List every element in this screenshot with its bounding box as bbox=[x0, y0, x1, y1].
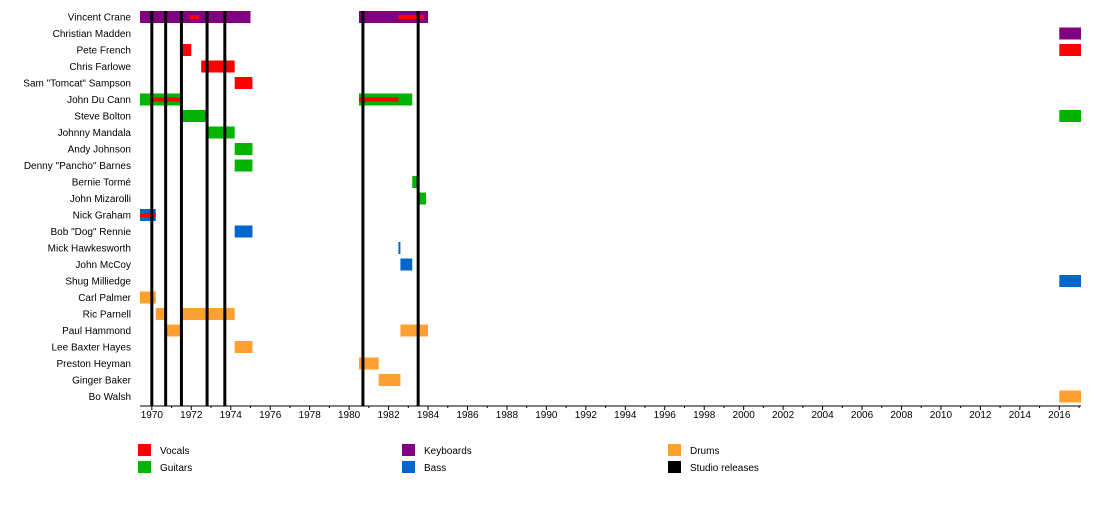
member-labels: Vincent Crane Christian Madden Pete French… bbox=[23, 13, 131, 404]
membership-bar bbox=[358, 11, 429, 23]
member-name: Denny "Pancho" Barnes bbox=[24, 161, 131, 172]
legend-swatch bbox=[138, 444, 151, 456]
bars-layer bbox=[140, 11, 1081, 403]
membership-bar bbox=[234, 341, 253, 353]
legend-label: Bass bbox=[424, 463, 446, 474]
member-name: Pete French bbox=[77, 46, 131, 57]
x-tick-label: 2016 bbox=[1048, 410, 1071, 421]
membership-bar bbox=[1059, 390, 1081, 403]
x-tick-label: 1988 bbox=[496, 410, 519, 421]
x-tick-label: 1992 bbox=[575, 410, 598, 421]
membership-bar bbox=[1059, 44, 1081, 56]
legend-label: Vocals bbox=[160, 446, 189, 457]
legend-label: Guitars bbox=[160, 463, 192, 474]
member-name: John Du Cann bbox=[67, 95, 131, 106]
member-name: John Mizarolli bbox=[70, 194, 131, 205]
membership-bar bbox=[234, 225, 253, 238]
secondary-role-bar bbox=[398, 15, 425, 19]
x-tick-label: 1990 bbox=[535, 410, 558, 421]
legend-swatch bbox=[668, 461, 681, 473]
x-tick-label: 1978 bbox=[299, 410, 322, 421]
x-tick-label: 1980 bbox=[338, 410, 361, 421]
member-name: Ric Parnell bbox=[83, 310, 131, 321]
secondary-role-bar bbox=[153, 97, 182, 102]
legend-swatch bbox=[138, 461, 151, 473]
x-tick-label: 1996 bbox=[654, 410, 677, 421]
membership-bar bbox=[1059, 27, 1081, 40]
membership-bar bbox=[400, 258, 413, 271]
legend-swatch bbox=[402, 444, 415, 456]
x-tick-label: 2014 bbox=[1009, 410, 1032, 421]
x-tick-label: 1970 bbox=[141, 410, 164, 421]
x-tick-label: 1986 bbox=[456, 410, 479, 421]
member-name: Carl Palmer bbox=[78, 293, 131, 304]
member-name: Sam "Tomcat" Sampson bbox=[23, 79, 131, 90]
x-tick-label: 1982 bbox=[377, 410, 400, 421]
membership-bar bbox=[234, 143, 253, 155]
legend-label: Drums bbox=[690, 446, 719, 457]
member-name: Paul Hammond bbox=[62, 326, 131, 337]
member-name: Steve Bolton bbox=[74, 112, 131, 123]
member-name: Nick Graham bbox=[73, 211, 131, 222]
member-name: Bernie Tormé bbox=[72, 178, 132, 189]
x-tick-label: 1976 bbox=[259, 410, 282, 421]
legend-label: Keyboards bbox=[424, 446, 472, 457]
membership-bar bbox=[378, 374, 401, 386]
x-tick-label: 2006 bbox=[851, 410, 874, 421]
member-name: Christian Madden bbox=[53, 29, 131, 40]
member-name: John McCoy bbox=[75, 260, 131, 271]
membership-bar bbox=[181, 44, 192, 56]
member-name: Preston Heyman bbox=[57, 359, 131, 370]
secondary-role-bar bbox=[189, 15, 200, 19]
x-tick-label: 2004 bbox=[811, 410, 834, 421]
x-tick-label: 1994 bbox=[614, 410, 637, 421]
secondary-role-bar bbox=[358, 97, 399, 102]
x-tick-label: 1974 bbox=[220, 410, 243, 421]
member-name: Johnny Mandala bbox=[58, 128, 132, 139]
x-tick-label: 2002 bbox=[772, 410, 795, 421]
x-tick-label: 1998 bbox=[693, 410, 716, 421]
membership-bar bbox=[155, 308, 166, 320]
x-tick-label: 2010 bbox=[930, 410, 953, 421]
membership-bar bbox=[181, 110, 208, 122]
membership-bar bbox=[207, 126, 235, 139]
legend-label: Studio releases bbox=[690, 463, 759, 474]
membership-bar bbox=[400, 324, 429, 337]
membership-bar bbox=[1059, 275, 1081, 287]
member-name: Vincent Crane bbox=[68, 13, 132, 24]
member-name: Mick Hawkesworth bbox=[48, 244, 131, 255]
secondary-role-bar bbox=[140, 213, 156, 217]
x-tick-label: 2008 bbox=[890, 410, 913, 421]
member-name: Bob "Dog" Rennie bbox=[51, 227, 132, 238]
member-name: Chris Farlowe bbox=[69, 62, 131, 73]
membership-bar bbox=[234, 77, 253, 89]
membership-bar bbox=[398, 242, 401, 254]
member-name: Andy Johnson bbox=[68, 145, 131, 156]
member-name: Lee Baxter Hayes bbox=[52, 343, 132, 354]
x-tick-label: 2000 bbox=[733, 410, 756, 421]
membership-bar bbox=[234, 159, 253, 172]
member-name: Bo Walsh bbox=[89, 392, 131, 403]
x-tick-label: 2012 bbox=[969, 410, 992, 421]
membership-bar bbox=[418, 192, 427, 205]
x-tick-label: 1984 bbox=[417, 410, 440, 421]
legend: Vocals Guitars Keyboards Bass Drums Studio re… bbox=[138, 444, 759, 474]
membership-bar bbox=[165, 324, 182, 337]
member-name: Shug Milliedge bbox=[65, 277, 131, 288]
membership-bar bbox=[412, 176, 419, 188]
x-axis: 1970 1972 1974 1976 1978 1980 1982 1984 1986 1988… bbox=[140, 405, 1081, 421]
membership-bar bbox=[1059, 110, 1081, 122]
legend-swatch bbox=[668, 444, 681, 456]
studio-release-layer bbox=[150, 11, 420, 406]
overlay-layer bbox=[140, 15, 425, 217]
membership-bar bbox=[140, 291, 156, 304]
legend-swatch bbox=[402, 461, 415, 473]
x-tick-label: 1972 bbox=[180, 410, 203, 421]
member-name: Ginger Baker bbox=[72, 376, 132, 387]
